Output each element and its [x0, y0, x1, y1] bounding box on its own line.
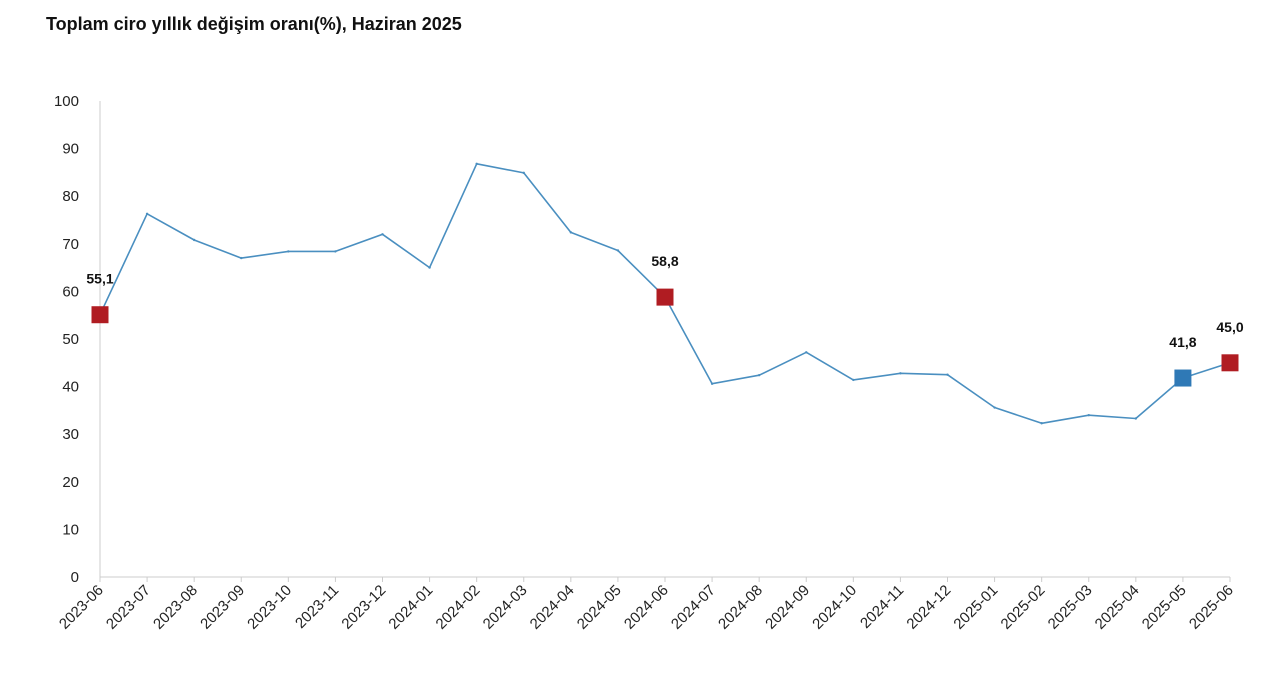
x-tick-label: 2023-12: [338, 582, 389, 633]
data-label: 45,0: [1216, 319, 1243, 335]
data-point: [287, 250, 290, 253]
x-tick-label: 2024-04: [527, 582, 578, 633]
x-tick-label: 2023-08: [150, 582, 201, 633]
x-tick-label: 2023-11: [292, 582, 342, 632]
data-point: [710, 382, 714, 385]
x-tick-label: 2024-08: [715, 582, 766, 633]
x-tick-label: 2024-06: [621, 582, 672, 633]
x-tick-label: 2023-09: [197, 582, 248, 633]
x-tick-label: 2025-02: [998, 582, 1049, 633]
data-point: [192, 238, 196, 242]
data-point: [899, 372, 902, 375]
highlight-marker: [656, 288, 674, 306]
y-tick-label: 10: [62, 521, 79, 538]
y-tick-label: 40: [62, 379, 79, 396]
x-tick-label: 2024-11: [857, 582, 907, 632]
data-point: [852, 378, 855, 382]
y-tick-label: 90: [62, 141, 79, 158]
data-point: [569, 231, 573, 234]
highlight-marker: [91, 306, 109, 324]
data-point: [946, 373, 949, 376]
x-tick-label: 2024-01: [385, 582, 436, 633]
x-tick-label: 2024-07: [668, 582, 719, 633]
x-tick-label: 2025-05: [1139, 582, 1190, 633]
y-tick-label: 80: [62, 188, 79, 205]
data-point: [993, 406, 996, 409]
y-tick-label: 70: [62, 236, 79, 253]
data-label: 55,1: [86, 271, 113, 287]
y-tick-label: 30: [62, 426, 79, 443]
y-tick-label: 0: [71, 569, 79, 586]
data-point: [522, 171, 525, 175]
data-label: 41,8: [1169, 334, 1196, 350]
data-point: [757, 373, 761, 377]
data-point: [381, 233, 384, 236]
data-point: [475, 162, 478, 166]
x-tick-label: 2024-10: [809, 582, 860, 633]
y-tick-label: 60: [62, 283, 79, 300]
chart-title: Toplam ciro yıllık değişim oranı(%), Haz…: [46, 14, 462, 34]
x-tick-label: 2023-06: [56, 582, 107, 633]
highlight-marker: [1174, 369, 1192, 387]
x-tick-label: 2024-09: [762, 582, 813, 633]
y-tick-label: 20: [62, 474, 79, 491]
data-point: [1087, 413, 1090, 417]
x-tick-label: 2025-06: [1186, 582, 1237, 633]
x-tick-label: 2024-03: [480, 582, 531, 633]
data-point: [1040, 422, 1043, 425]
data-point: [145, 212, 149, 216]
x-tick-label: 2024-05: [574, 582, 625, 633]
data-point: [805, 351, 808, 354]
data-point: [1134, 417, 1138, 420]
data-label: 58,8: [651, 253, 678, 269]
x-tick-label: 2025-01: [950, 582, 1001, 633]
data-point: [334, 250, 337, 253]
x-tick-label: 2025-04: [1092, 582, 1143, 633]
y-tick-label: 100: [54, 93, 79, 110]
data-point: [240, 256, 243, 260]
y-tick-label: 50: [62, 331, 79, 348]
highlight-marker: [1221, 354, 1239, 372]
data-point: [616, 249, 620, 252]
x-tick-label: 2024-02: [433, 582, 484, 633]
x-tick-label: 2023-10: [244, 582, 295, 633]
data-point: [428, 266, 431, 269]
x-tick-label: 2024-12: [903, 582, 954, 633]
x-tick-label: 2025-03: [1045, 582, 1096, 633]
x-tick-label: 2023-07: [103, 582, 154, 633]
